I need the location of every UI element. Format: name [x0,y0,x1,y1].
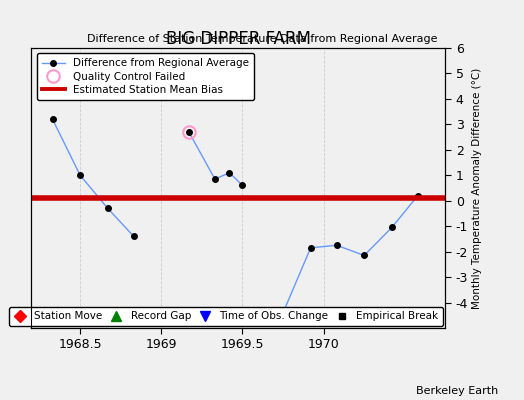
Legend: Station Move, Record Gap, Time of Obs. Change, Empirical Break: Station Move, Record Gap, Time of Obs. C… [9,307,443,326]
Title: BIG DIPPER FARM: BIG DIPPER FARM [166,30,311,48]
Text: Difference of Station Temperature Data from Regional Average: Difference of Station Temperature Data f… [87,34,437,44]
Text: Berkeley Earth: Berkeley Earth [416,386,498,396]
Y-axis label: Monthly Temperature Anomaly Difference (°C): Monthly Temperature Anomaly Difference (… [472,67,483,309]
